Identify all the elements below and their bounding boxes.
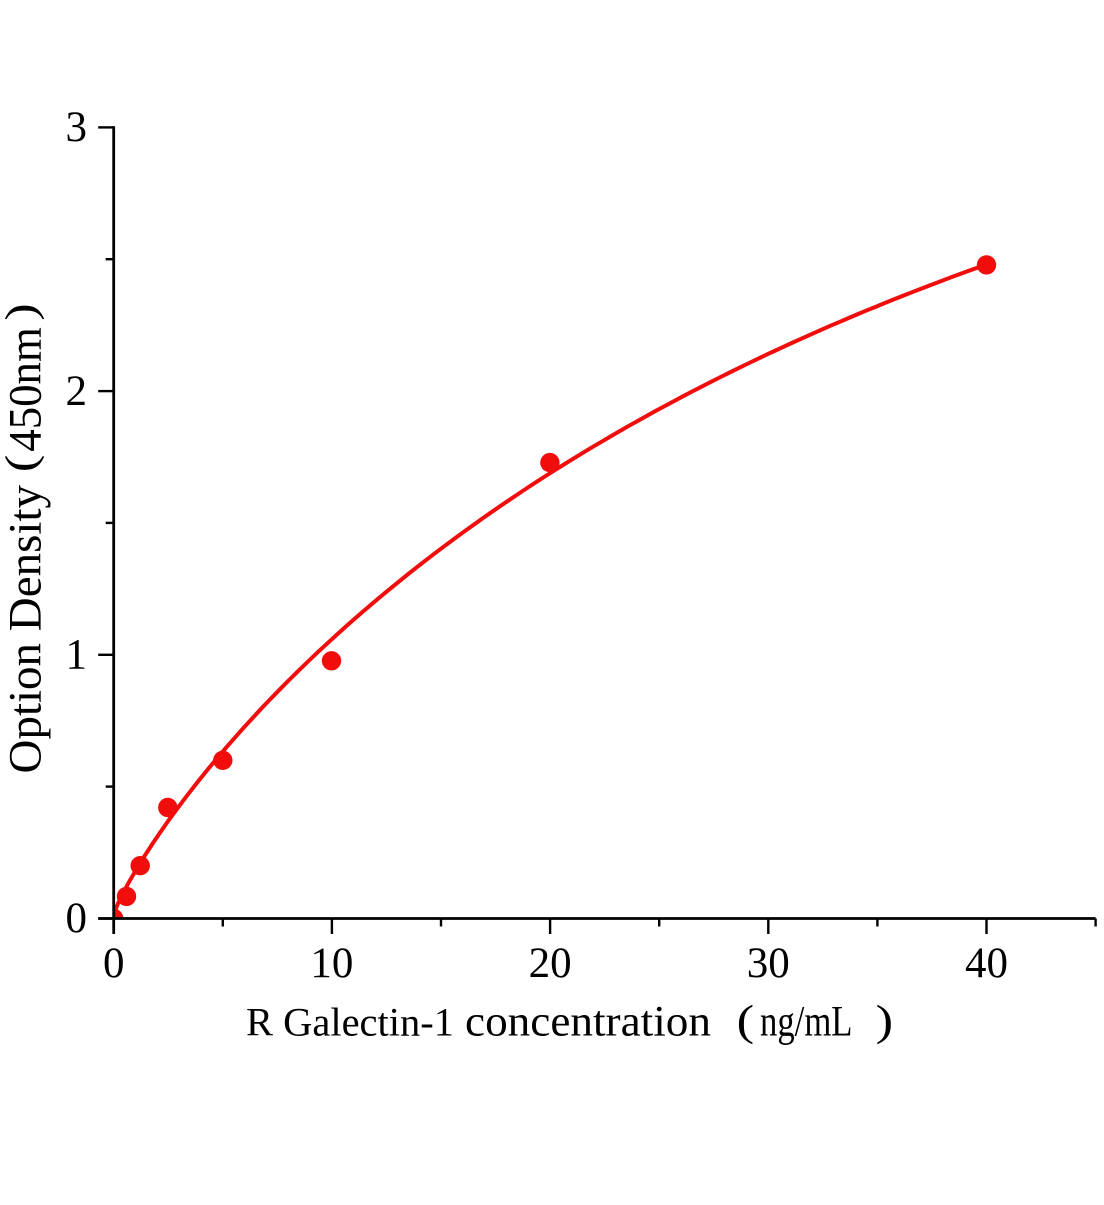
svg-text:(: (: [0, 455, 45, 473]
svg-text:0: 0: [103, 940, 125, 987]
svg-text:20: 20: [529, 940, 572, 987]
svg-text:450nm: 450nm: [0, 327, 52, 452]
svg-text:3: 3: [66, 104, 88, 151]
svg-text:Option Density: Option Density: [0, 484, 52, 773]
svg-text:): ): [0, 303, 45, 321]
svg-text:40: 40: [965, 940, 1008, 987]
svg-text:1: 1: [66, 632, 88, 679]
svg-text:30: 30: [747, 940, 790, 987]
svg-text:0: 0: [66, 895, 88, 942]
svg-text:R Galectin-1: R Galectin-1: [246, 1000, 454, 1045]
svg-text:2: 2: [66, 368, 88, 415]
svg-text:): ): [876, 998, 894, 1045]
svg-text:concentration: concentration: [465, 999, 711, 1046]
svg-text:(: (: [737, 998, 755, 1045]
svg-text:10: 10: [310, 940, 353, 987]
svg-text:ng/mL: ng/mL: [760, 999, 853, 1046]
